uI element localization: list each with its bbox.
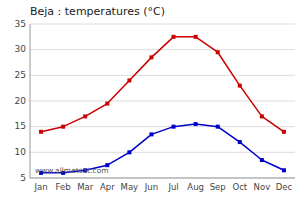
y-tick-label: 15 — [15, 121, 26, 131]
x-tick-label: Feb — [56, 182, 71, 192]
y-tick-label: 35 — [15, 19, 26, 29]
series-line — [41, 37, 284, 132]
chart-title: Beja : temperatures (°C) — [30, 5, 165, 18]
x-tick-label: May — [121, 182, 139, 192]
series-marker — [149, 55, 153, 59]
grid-line — [30, 75, 295, 76]
series-marker — [127, 78, 131, 82]
y-tick-label: 20 — [15, 96, 27, 106]
series-marker — [282, 130, 286, 134]
x-tick-label: Dec — [276, 182, 293, 192]
grid-line — [30, 49, 295, 50]
series-marker — [260, 114, 264, 118]
x-tick-label: Jul — [167, 182, 178, 192]
chart-container: 5 10 15 20 25 30 35 Jan Feb Mar Apr May Jun Jul Aug Sep… — [0, 0, 305, 200]
series-marker — [216, 125, 220, 129]
plot-area — [30, 24, 295, 178]
grid-line — [30, 178, 295, 179]
y-axis-line — [30, 24, 31, 178]
x-tick-label: Oct — [232, 182, 247, 192]
y-tick-label: 10 — [15, 147, 27, 157]
y-tick-label: 30 — [15, 44, 27, 54]
watermark: www.allmetsat.com — [35, 166, 109, 175]
series-marker — [216, 50, 220, 54]
x-tick-label: Jun — [144, 182, 158, 192]
series-marker — [238, 140, 242, 144]
series-marker — [172, 125, 176, 129]
series-marker — [238, 84, 242, 88]
series-marker — [172, 35, 176, 39]
grid-line — [30, 152, 295, 153]
x-tick-label: Jan — [33, 182, 47, 192]
x-tick-label: Sep — [210, 182, 226, 192]
data-layer — [39, 35, 286, 175]
grid-line — [30, 126, 295, 127]
x-axis-line — [30, 178, 295, 179]
x-tick-label: Mar — [77, 182, 94, 192]
x-tick-label: Aug — [187, 182, 204, 192]
grid-line — [30, 101, 295, 102]
series-marker — [61, 125, 65, 129]
series-marker — [83, 114, 87, 118]
chart-svg: 5 10 15 20 25 30 35 Jan Feb Mar Apr May Jun Jul Aug Sep… — [0, 0, 305, 200]
series-marker — [39, 130, 43, 134]
series-marker — [194, 35, 198, 39]
series-marker — [105, 102, 109, 106]
series-marker — [149, 132, 153, 136]
grid-line — [30, 24, 295, 25]
series-marker — [194, 122, 198, 126]
series-marker — [282, 168, 286, 172]
x-tick-label: Apr — [100, 182, 115, 192]
series-marker — [260, 158, 264, 162]
y-tick-label: 5 — [20, 173, 26, 183]
y-tick-label: 25 — [15, 70, 26, 80]
series-marker — [127, 150, 131, 154]
grid — [30, 24, 295, 178]
x-tick-label: Nov — [254, 182, 271, 192]
